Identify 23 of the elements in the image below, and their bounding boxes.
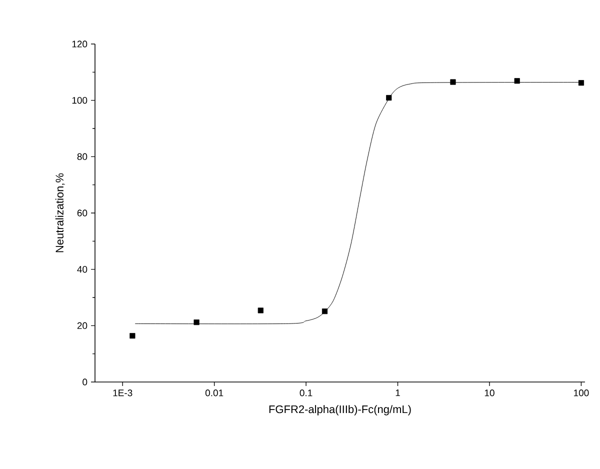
x-tick-label: 10 [484,390,494,396]
point [258,308,264,314]
y-tick-label: 100 [72,96,88,104]
point [194,319,200,326]
x-tick-label: 0.01 [205,390,224,396]
x-tick-label: 100 [574,390,589,396]
y-tick-label: 60 [77,210,88,216]
point [386,95,392,101]
point [514,78,520,84]
x-tick-label: 1E-3 [113,390,132,396]
point [130,333,136,339]
x-tick-label: 0.1 [300,390,312,396]
y-tick-label: 80 [77,153,88,160]
point [578,80,584,86]
point [450,79,456,85]
y-tick-label: 20 [77,322,88,330]
y-tick-label: 0 [82,378,88,386]
y-axis-title: Neutralization,% [55,173,65,252]
point [322,308,328,314]
y-tick-label: 120 [72,40,88,48]
y-tick-label: 40 [77,266,88,273]
x-tick-label: 1 [396,390,400,396]
x-axis-title: FGFR2-alpha(IIIb)-Fc(ng/mL) [269,405,411,416]
